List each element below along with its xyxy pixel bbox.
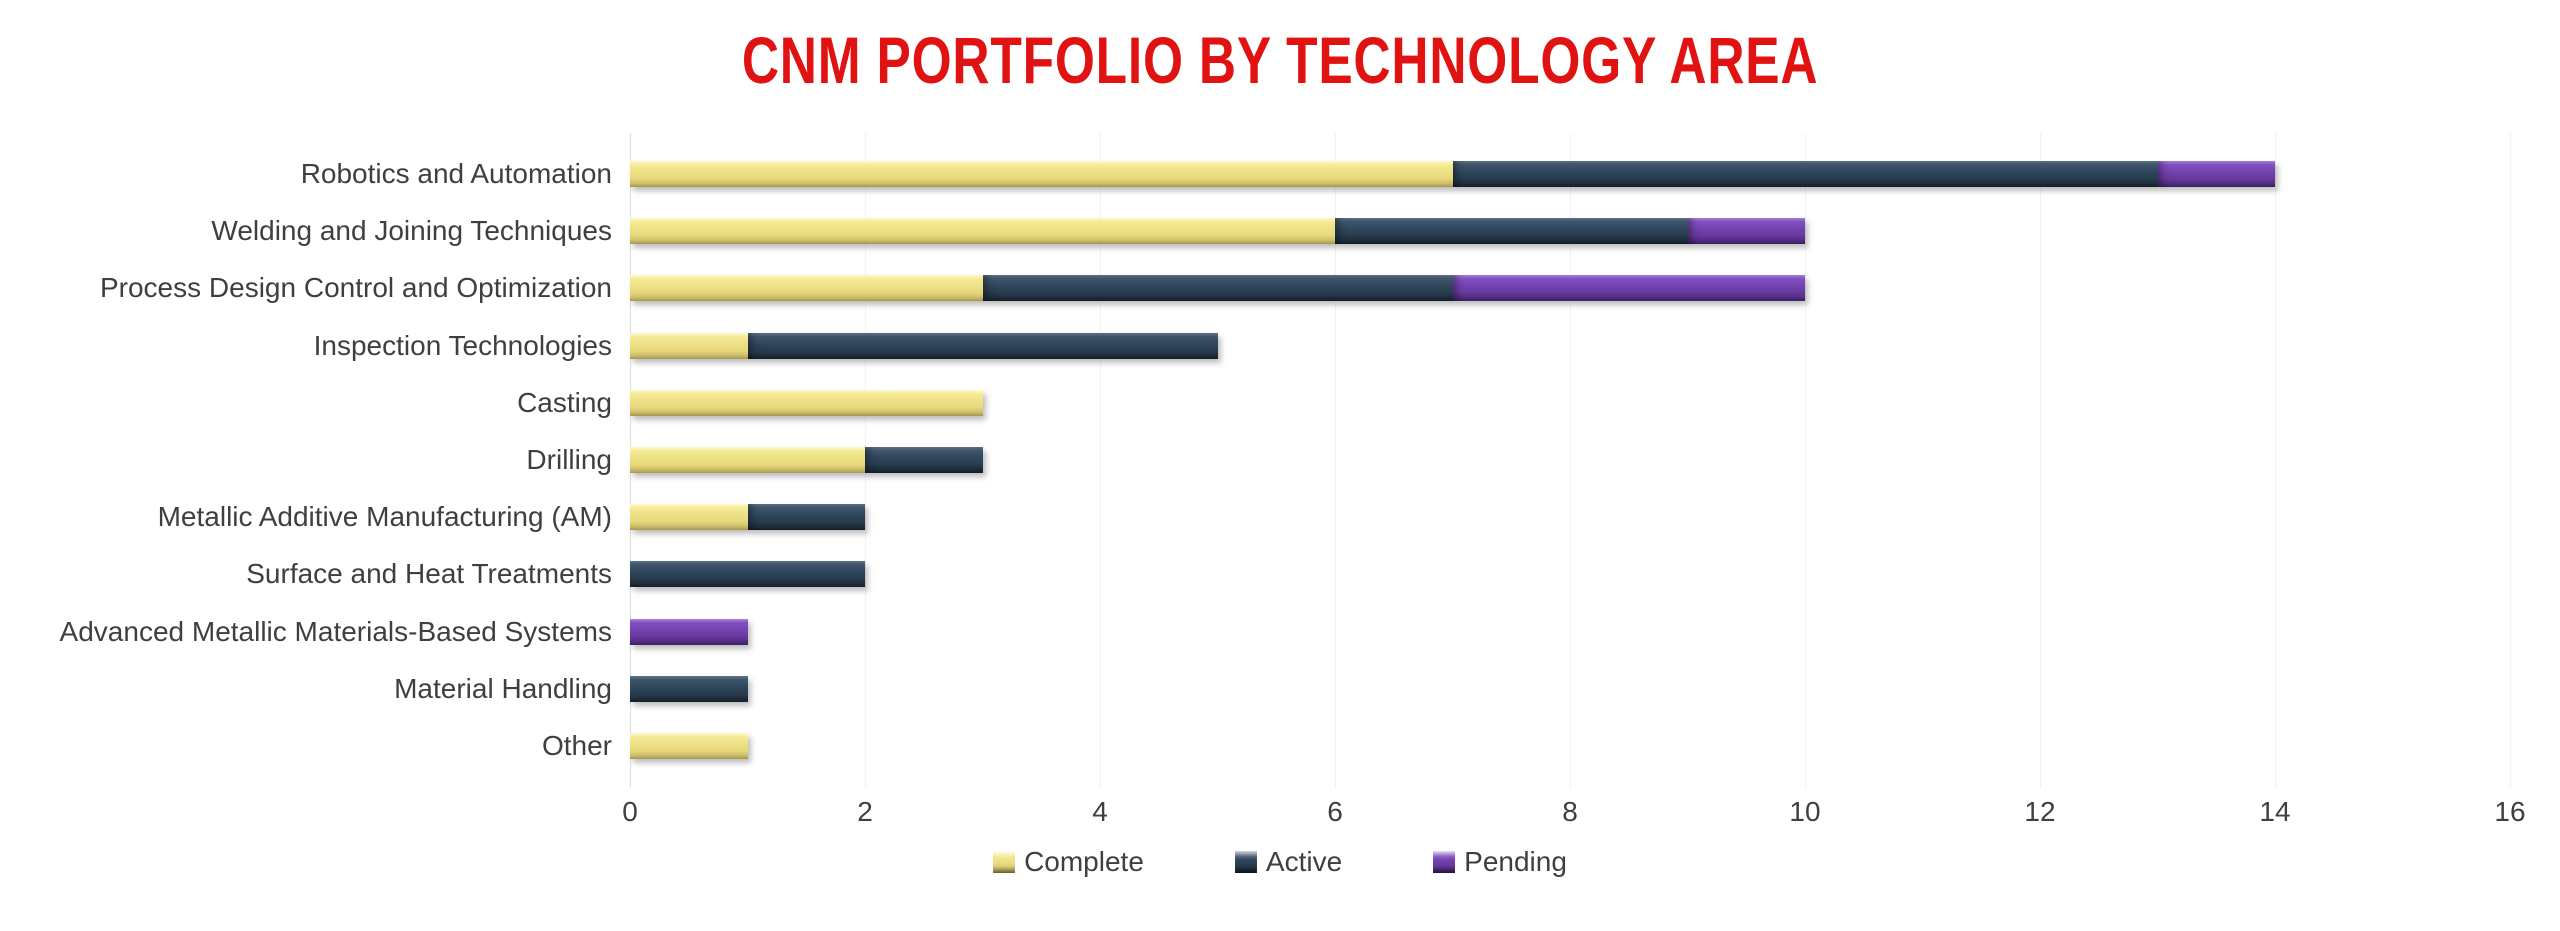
bar-row [630, 447, 983, 473]
legend-swatch-pending [1433, 851, 1456, 873]
bar-segment-complete[interactable] [630, 733, 748, 759]
category-label: Process Design Control and Optimization [99, 272, 612, 304]
gridline-12 [2040, 133, 2041, 788]
bar-segment-active[interactable] [747, 504, 865, 531]
legend-item-active[interactable]: Active [1234, 846, 1343, 878]
x-tick-label-16: 16 [2494, 796, 2526, 827]
bar-row [630, 332, 1218, 359]
gridline-16 [2510, 133, 2511, 788]
bar-segment-active[interactable] [865, 447, 983, 473]
bar-segment-complete[interactable] [630, 332, 748, 359]
bar-row [630, 675, 748, 702]
category-label: Robotics and Automation [300, 158, 612, 189]
bar-segment-pending[interactable] [2157, 161, 2275, 187]
bar-segment-active[interactable] [747, 332, 1218, 359]
bar-segment-active[interactable] [630, 675, 748, 702]
bar-segment-complete[interactable] [630, 218, 1335, 245]
bar-row [630, 618, 748, 645]
bar-row [630, 218, 1805, 245]
legend-swatch-active [1234, 851, 1257, 873]
bar-row [630, 733, 748, 759]
category-label: Material Handling [394, 672, 612, 704]
bar-segment-pending[interactable] [1452, 275, 1805, 302]
bar-row [630, 161, 2275, 187]
gridline-8 [1570, 133, 1571, 788]
category-label: Inspection Technologies [313, 329, 612, 361]
x-tick-label-0: 0 [622, 796, 638, 827]
gridline-10 [1805, 133, 1806, 788]
plot-area [630, 133, 2511, 788]
x-tick-label-6: 6 [1327, 796, 1343, 827]
bar-segment-active[interactable] [1335, 218, 1688, 245]
legend-label-complete: Complete [1024, 846, 1144, 877]
x-tick-label-12: 12 [2024, 796, 2056, 827]
category-label: Surface and Heat Treatments [246, 558, 612, 590]
bar-segment-complete[interactable] [630, 275, 983, 302]
x-tick-label-8: 8 [1562, 796, 1578, 827]
bar-segment-active[interactable] [982, 275, 1453, 302]
x-tick-label-2: 2 [857, 796, 873, 827]
bar-row [630, 504, 865, 531]
bar-segment-active[interactable] [630, 561, 865, 588]
x-tick-label-14: 14 [2259, 796, 2291, 827]
legend-label-pending: Pending [1464, 846, 1567, 877]
bar-row [630, 389, 983, 416]
legend-label-active: Active [1265, 846, 1343, 877]
legend-item-complete[interactable]: Complete [993, 846, 1144, 878]
bar-segment-complete[interactable] [630, 389, 983, 416]
x-tick-label-4: 4 [1092, 796, 1108, 827]
category-label: Metallic Additive Manufacturing (AM) [157, 501, 612, 533]
category-label: Drilling [526, 444, 612, 475]
bar-segment-complete[interactable] [630, 161, 1453, 187]
bar-segment-complete[interactable] [630, 504, 748, 531]
chart-title: CNM PORTFOLIO BY TECHNOLOGY AREA [741, 23, 1819, 97]
bar-segment-complete[interactable] [630, 447, 865, 473]
bar-segment-pending[interactable] [1687, 218, 1805, 245]
bar-segment-active[interactable] [1452, 161, 2158, 187]
legend: Complete Active Pending [0, 846, 2560, 878]
bar-row [630, 561, 865, 588]
bar-row [630, 275, 1805, 302]
chart-header: CNM PORTFOLIO BY TECHNOLOGY AREA [0, 22, 2560, 98]
category-label: Advanced Metallic Materials-Based System… [59, 615, 612, 647]
category-label: Casting [517, 386, 612, 418]
bar-segment-pending[interactable] [630, 618, 748, 645]
gridline-6 [1335, 133, 1336, 788]
x-tick-label-10: 10 [1789, 796, 1821, 827]
legend-swatch-complete [993, 851, 1016, 873]
gridline-14 [2275, 133, 2276, 788]
gridline-4 [1100, 133, 1101, 788]
category-label: Welding and Joining Techniques [211, 215, 612, 247]
category-label: Other [541, 730, 612, 761]
legend-item-pending[interactable]: Pending [1433, 846, 1567, 878]
